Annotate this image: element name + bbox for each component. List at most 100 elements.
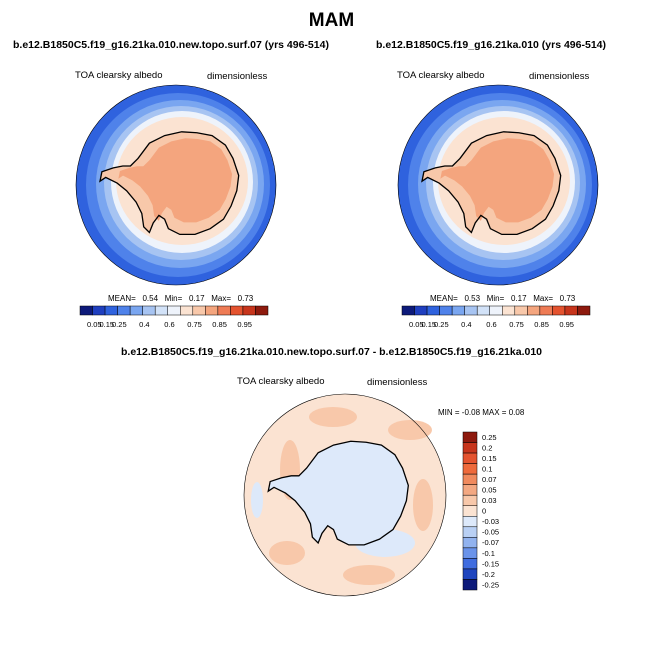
colorbar-swatch (129, 305, 143, 316)
panel-1-variable: TOA clearsky albedo (75, 70, 163, 81)
colorbar-swatch (462, 442, 478, 454)
panel-2-title: b.e12.B1850C5.f19_g16.21ka.010 (yrs 496-… (376, 39, 606, 51)
colorbar-swatch (230, 305, 244, 316)
panel-2-stats: MEAN= 0.53 Min= 0.17 Max= 0.73 (430, 294, 575, 303)
mean-value: 0.54 (142, 294, 159, 303)
ice-sheet-interior (118, 138, 233, 223)
coastline (421, 131, 562, 236)
colorbar-swatch (217, 305, 231, 316)
colorbar-swatch (464, 305, 478, 316)
colorbar-tick-label: 0.25 (482, 433, 497, 442)
coastline (99, 131, 240, 236)
colorbar-tick-label: 0.15 (482, 454, 497, 463)
colorbar-tick-label: -0.05 (482, 528, 499, 537)
colorbar-tick-label: 0 (482, 507, 486, 516)
colorbar-swatch (192, 305, 206, 316)
colorbar-tick-label: 0.6 (164, 320, 174, 329)
colorbar-swatch (255, 305, 269, 316)
diff-panel-units: dimensionless (367, 377, 428, 388)
max-value: 0.73 (559, 294, 576, 303)
colorbar-swatch (167, 305, 181, 316)
colorbar-swatch (451, 305, 465, 316)
colorbar-swatch (180, 305, 194, 316)
colorbar-swatch (401, 305, 415, 316)
colorbar-swatch (462, 484, 478, 496)
colorbar-swatch (462, 494, 478, 506)
diff-panel-variable: TOA clearsky albedo (237, 376, 325, 387)
colorbar-swatch (462, 537, 478, 549)
mean-label: MEAN= (108, 294, 136, 303)
anomaly-patch (309, 407, 357, 427)
anomaly-patch (413, 479, 433, 531)
colorbar-swatch (476, 305, 490, 316)
anomaly-patch (251, 482, 263, 518)
panel-1-colorbar: 0.050.150.25 0.4 0.6 0.75 0.85 0.95 (79, 305, 269, 329)
colorbar-tick-label: 0.6 (486, 320, 496, 329)
colorbar-tick-label: 0.03 (482, 496, 497, 505)
panel-1-units: dimensionless (207, 71, 268, 82)
panel-1-stats: MEAN= 0.54 Min= 0.17 Max= 0.73 (108, 294, 253, 303)
colorbar-tick-label: 0.4 (461, 320, 471, 329)
panel-2-colorbar: 0.050.150.25 0.4 0.6 0.75 0.85 0.95 (401, 305, 591, 329)
colorbar-tick-label: 0.15 (421, 320, 436, 329)
panel-1-map (75, 84, 277, 286)
ice-sheet-interior (440, 138, 555, 223)
colorbar-swatch (462, 579, 478, 591)
colorbar-swatch (439, 305, 453, 316)
colorbar-tick-label: 0.2 (482, 443, 492, 452)
page-title: MAM (308, 10, 355, 31)
colorbar-swatch (205, 305, 219, 316)
colorbar-tick-label: 0.05 (87, 320, 102, 329)
anomaly-patch (269, 541, 305, 565)
colorbar-swatch (462, 516, 478, 528)
colorbar-swatch (462, 568, 478, 580)
colorbar-swatch (426, 305, 440, 316)
diff-map (243, 393, 447, 597)
colorbar-swatch (104, 305, 118, 316)
max-label: Max= (211, 294, 231, 303)
colorbar-tick-label: 0.85 (534, 320, 549, 329)
colorbar-tick-label: 0.1 (482, 465, 492, 474)
colorbar-swatch (462, 452, 478, 464)
colorbar-tick-label: -0.2 (482, 570, 495, 579)
colorbar-swatch (414, 305, 428, 316)
diff-minmax: MIN = -0.08 MAX = 0.08 (438, 408, 525, 417)
colorbar-swatch (462, 505, 478, 517)
min-label: Min= (486, 294, 505, 303)
colorbar-tick-label: 0.07 (482, 475, 497, 484)
colorbar-swatch (462, 431, 478, 443)
colorbar-swatch (539, 305, 553, 316)
anomaly-patch (343, 565, 395, 585)
min-label: Min= (164, 294, 183, 303)
colorbar-tick-label: 0.25 (112, 320, 127, 329)
colorbar-swatch (564, 305, 578, 316)
coastline (267, 440, 409, 546)
min-value: 0.17 (510, 294, 527, 303)
colorbar-swatch (462, 558, 478, 570)
colorbar-tick-label: -0.07 (482, 538, 499, 547)
colorbar-swatch (527, 305, 541, 316)
mean-value: 0.53 (464, 294, 481, 303)
colorbar-tick-label: 0.75 (187, 320, 202, 329)
diff-panel-title: b.e12.B1850C5.f19_g16.21ka.010.new.topo.… (120, 346, 543, 358)
colorbar-tick-label: -0.03 (482, 517, 499, 526)
colorbar-swatch (489, 305, 503, 316)
colorbar-tick-label: 0.15 (99, 320, 114, 329)
colorbar-swatch (92, 305, 106, 316)
diff-colorbar: 0.250.20.150.10.070.050.030-0.03-0.05-0.… (462, 431, 499, 591)
map-border (75, 84, 277, 286)
colorbar-tick-label: 0.05 (409, 320, 424, 329)
panel-1-title: b.e12.B1850C5.f19_g16.21ka.010.new.topo.… (13, 39, 329, 51)
colorbar-tick-label: 0.4 (139, 320, 149, 329)
colorbar-swatch (242, 305, 256, 316)
colorbar-tick-label: 0.85 (212, 320, 227, 329)
colorbar-tick-label: 0.25 (434, 320, 449, 329)
colorbar-swatch (577, 305, 591, 316)
map-border (243, 393, 447, 597)
colorbar-tick-label: 0.75 (509, 320, 524, 329)
colorbar-tick-label: 0.95 (237, 320, 252, 329)
colorbar-swatch (142, 305, 156, 316)
colorbar-tick-label: 0.95 (559, 320, 574, 329)
map-border (397, 84, 599, 286)
colorbar-swatch (154, 305, 168, 316)
